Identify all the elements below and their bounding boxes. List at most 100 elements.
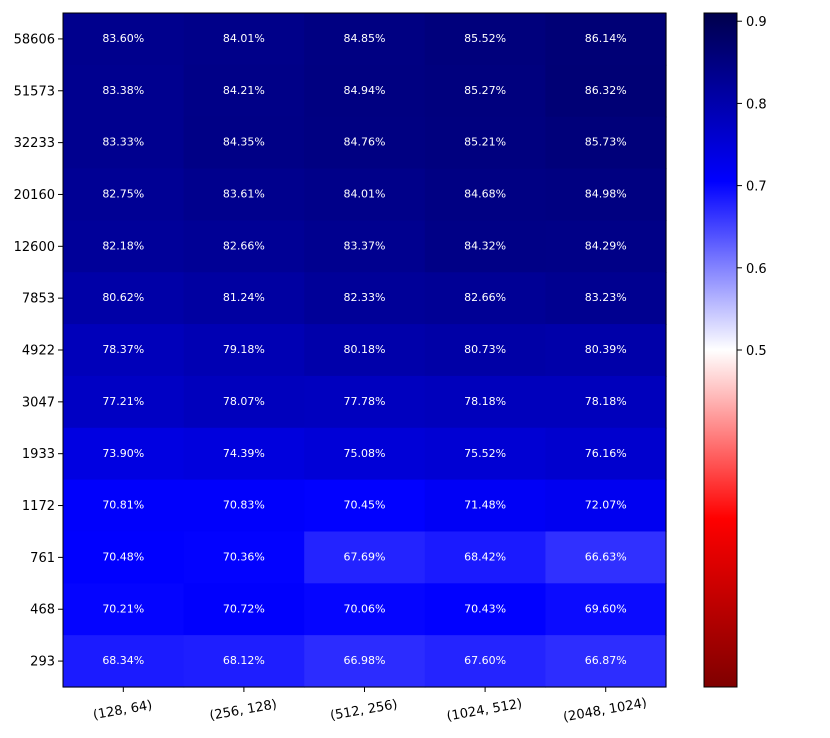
heatmap-cells — [63, 13, 667, 688]
cell-value-label: 86.14% — [585, 32, 627, 45]
cell-value-label: 84.01% — [223, 32, 265, 45]
heatmap-cell — [63, 635, 185, 688]
heatmap-cell — [304, 479, 426, 533]
cell-value-label: 70.83% — [223, 499, 265, 512]
cell-value-label: 84.21% — [223, 84, 265, 97]
y-tick-label: 1933 — [22, 447, 55, 462]
heatmap-cell — [424, 427, 546, 481]
x-tick-label: (2048, 1024) — [562, 696, 648, 725]
heatmap-cell — [63, 116, 185, 170]
x-axis: (128, 64) (256, 128) (512, 256) (1024, 512)… — [92, 687, 648, 725]
heatmap-cell — [545, 168, 667, 221]
cell-value-label: 80.73% — [464, 343, 506, 356]
y-tick-label: 761 — [30, 551, 55, 566]
heatmap-cell — [304, 427, 426, 481]
cell-value-label: 66.87% — [585, 654, 627, 667]
heatmap-cell — [183, 427, 305, 481]
heatmap-cell — [304, 64, 426, 118]
cell-value-label: 66.98% — [344, 654, 386, 667]
cell-value-label: 67.69% — [344, 550, 386, 563]
x-tick-label: (128, 64) — [92, 698, 153, 723]
heatmap-cell — [183, 583, 305, 636]
heatmap-cell — [183, 635, 305, 688]
heatmap-cell — [304, 375, 426, 429]
cell-value-label: 84.98% — [585, 188, 627, 201]
x-tick-label: (256, 128) — [208, 697, 278, 724]
heatmap-cell — [183, 324, 305, 377]
heatmap-cell — [183, 116, 305, 170]
cell-value-label: 85.73% — [585, 136, 627, 149]
heatmap-cell — [304, 13, 426, 66]
cell-value-label: 68.34% — [102, 654, 144, 667]
heatmap-cell — [545, 272, 667, 325]
cell-value-label: 70.43% — [464, 602, 506, 615]
heatmap-cell — [545, 583, 667, 636]
heatmap-cell — [424, 168, 546, 221]
heatmap-cell — [63, 531, 185, 584]
cell-value-label: 75.08% — [344, 447, 386, 460]
heatmap-cell — [424, 272, 546, 325]
heatmap-cell — [424, 375, 546, 429]
heatmap-cell — [183, 13, 305, 66]
cell-value-label: 70.81% — [102, 499, 144, 512]
cell-value-label: 80.39% — [585, 343, 627, 356]
y-tick-label: 12600 — [14, 240, 55, 255]
heatmap-cell — [545, 427, 667, 481]
cell-value-label: 83.60% — [102, 32, 144, 45]
heatmap-cell — [63, 375, 185, 429]
cell-value-label: 78.18% — [464, 395, 506, 408]
y-tick-label: 51573 — [14, 84, 55, 99]
cell-value-label: 75.52% — [464, 447, 506, 460]
cell-value-label: 76.16% — [585, 447, 627, 460]
cell-value-label: 68.42% — [464, 550, 506, 563]
heatmap-cell — [424, 116, 546, 170]
heatmap-cell — [304, 324, 426, 377]
cell-value-label: 84.68% — [464, 188, 506, 201]
heatmap-cell — [183, 375, 305, 429]
y-tick-label: 58606 — [14, 32, 55, 47]
cell-value-label: 71.48% — [464, 499, 506, 512]
cell-value-label: 82.33% — [344, 291, 386, 304]
colorbar-tick-label: 0.5 — [746, 344, 767, 359]
heatmap-cell — [63, 272, 185, 325]
heatmap-cell — [63, 324, 185, 377]
cell-value-label: 82.66% — [464, 291, 506, 304]
cell-value-label: 72.07% — [585, 499, 627, 512]
cell-value-label: 78.37% — [102, 343, 144, 356]
x-tick-label: (512, 256) — [329, 697, 399, 724]
y-tick-label: 468 — [30, 603, 55, 618]
cell-value-label: 84.85% — [344, 32, 386, 45]
heatmap-cell — [424, 13, 546, 66]
y-tick-label: 32233 — [14, 136, 55, 151]
heatmap-cell — [545, 116, 667, 170]
cell-value-label: 70.72% — [223, 602, 265, 615]
cell-value-label: 73.90% — [102, 447, 144, 460]
heatmap-cell — [545, 375, 667, 429]
heatmap-cell — [424, 583, 546, 636]
cell-value-label: 83.61% — [223, 188, 265, 201]
heatmap-cell — [304, 116, 426, 170]
cell-value-label: 84.76% — [344, 136, 386, 149]
heatmap-cell — [424, 324, 546, 377]
heatmap-cell — [63, 168, 185, 221]
heatmap-cell — [63, 583, 185, 636]
y-tick-label: 293 — [30, 655, 55, 670]
colorbar-tick-label: 0.6 — [746, 262, 767, 277]
cell-value-label: 78.18% — [585, 395, 627, 408]
heatmap-cell — [424, 531, 546, 584]
cell-value-label: 84.32% — [464, 239, 506, 252]
cell-value-label: 83.37% — [344, 239, 386, 252]
heatmap-cell — [63, 13, 185, 66]
cell-value-label: 80.62% — [102, 291, 144, 304]
cell-value-label: 78.07% — [223, 395, 265, 408]
cell-value-label: 85.52% — [464, 32, 506, 45]
heatmap-cell — [545, 479, 667, 533]
heatmap-cell — [183, 64, 305, 118]
heatmap-cell — [183, 220, 305, 273]
y-axis: 58606 51573 32233 20160 12600 7853 4922 3047 193… — [14, 32, 63, 670]
heatmap-cell — [545, 64, 667, 118]
y-tick-label: 20160 — [14, 188, 55, 203]
heatmap-cell — [545, 220, 667, 273]
heatmap-cell — [545, 324, 667, 377]
heatmap-cell — [304, 635, 426, 688]
